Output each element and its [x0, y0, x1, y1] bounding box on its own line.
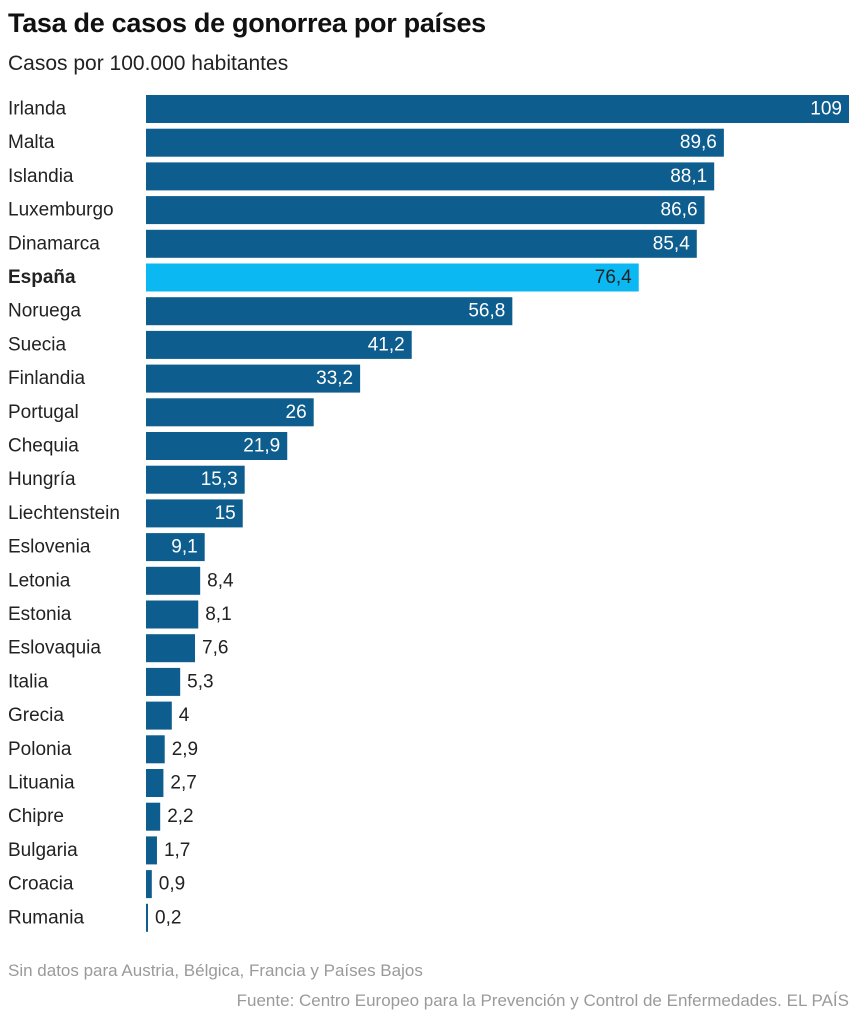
bar	[146, 802, 161, 831]
bar	[146, 196, 705, 225]
value-label: 41,2	[368, 334, 405, 355]
source-credit: Fuente: Centro Europeo para la Prevenció…	[236, 991, 849, 1010]
value-label: 15,3	[201, 469, 238, 490]
category-label: Italia	[8, 671, 49, 692]
bar	[146, 701, 172, 730]
bar	[146, 128, 724, 157]
bar	[146, 330, 412, 359]
category-label: Letonia	[8, 570, 71, 591]
bar	[146, 566, 201, 595]
category-label: Portugal	[8, 402, 79, 423]
category-label: Dinamarca	[8, 233, 100, 254]
category-label: Malta	[8, 132, 55, 153]
value-label: 7,6	[202, 638, 228, 659]
value-label: 15	[215, 503, 236, 524]
bar	[146, 499, 243, 528]
bar	[146, 667, 181, 696]
bar	[146, 735, 165, 764]
value-label: 1,7	[164, 840, 190, 861]
category-label: Eslovenia	[8, 537, 91, 558]
category-label: Estonia	[8, 604, 72, 625]
value-label: 4	[179, 705, 190, 726]
value-label: 2,9	[172, 739, 198, 760]
bar	[146, 162, 715, 191]
category-label: Hungría	[8, 469, 76, 490]
category-label: Rumania	[8, 907, 84, 928]
category-label: Chipre	[8, 806, 64, 827]
category-label: Irlanda	[8, 99, 67, 120]
value-label: 9,1	[171, 537, 197, 558]
category-label: Noruega	[8, 301, 81, 322]
value-label: 26	[286, 402, 307, 423]
bar	[146, 398, 314, 427]
category-label: Finlandia	[8, 368, 86, 389]
bar	[146, 364, 361, 393]
bar	[146, 297, 513, 326]
category-label: Croacia	[8, 874, 74, 895]
bar	[146, 432, 288, 460]
chart-title: Tasa de casos de gonorrea por países	[8, 8, 486, 38]
value-label: 89,6	[680, 132, 717, 153]
value-label: 56,8	[468, 301, 505, 322]
bar	[146, 870, 152, 899]
chart-subtitle: Casos por 100.000 habitantes	[8, 52, 289, 75]
bar	[146, 769, 164, 797]
value-label: 76,4	[595, 267, 632, 288]
bar	[146, 903, 148, 932]
bar	[146, 533, 205, 562]
category-label: Liechtenstein	[8, 503, 120, 524]
value-label: 2,2	[167, 806, 193, 827]
category-label: Suecia	[8, 334, 67, 355]
bar-chart: Irlanda 109 Malta 89,6 Islandia 88,1 Luxemburg…	[8, 95, 849, 932]
category-label: Chequia	[8, 436, 79, 457]
value-label: 86,6	[661, 200, 698, 221]
category-label: Grecia	[8, 705, 64, 726]
category-label: Eslovaquia	[8, 638, 101, 659]
bar	[146, 229, 697, 258]
category-label: Polonia	[8, 739, 72, 760]
value-label: 2,7	[170, 773, 196, 794]
category-label: Luxemburgo	[8, 200, 114, 221]
category-label: Lituania	[8, 773, 75, 794]
value-label: 5,3	[187, 671, 213, 692]
value-label: 85,4	[653, 233, 690, 254]
bar	[146, 600, 199, 629]
bar-highlight	[146, 263, 639, 292]
value-label: 88,1	[670, 166, 707, 187]
value-label: 8,1	[205, 604, 231, 625]
category-label: Islandia	[8, 166, 74, 187]
bar	[146, 95, 849, 123]
value-label: 21,9	[243, 436, 280, 457]
value-label: 109	[810, 99, 842, 120]
value-label: 0,2	[155, 907, 181, 928]
value-label: 0,9	[159, 874, 185, 895]
value-label: 33,2	[316, 368, 353, 389]
category-label: Bulgaria	[8, 840, 78, 861]
category-label: España	[8, 267, 76, 288]
no-data-note: Sin datos para Austria, Bélgica, Francia…	[8, 961, 423, 980]
bar	[146, 634, 196, 663]
bar	[146, 465, 245, 494]
value-label: 8,4	[207, 570, 234, 591]
bar	[146, 836, 157, 865]
